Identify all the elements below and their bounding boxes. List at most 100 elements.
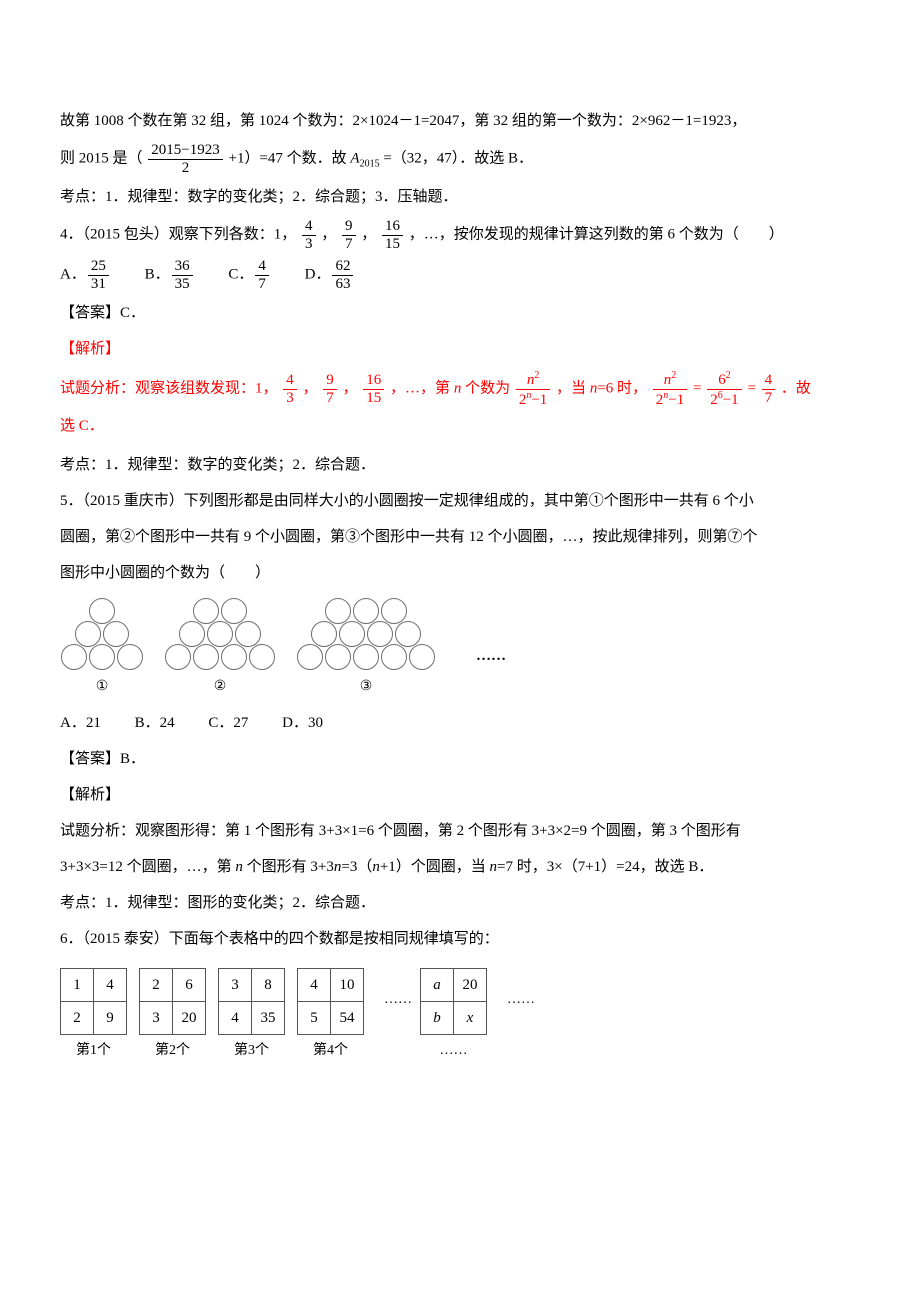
circle-icon (339, 621, 365, 647)
q4-g1b: n2 2n−1 (653, 370, 687, 408)
table-cell: 35 (252, 1001, 285, 1034)
q4-g3: 47 (762, 372, 776, 406)
table-cell: 2 (140, 968, 173, 1001)
table-cell: 8 (252, 968, 285, 1001)
table-cell: 3 (219, 968, 252, 1001)
circle-icon (367, 621, 393, 647)
table-cell: a (421, 968, 454, 1001)
circle-icon (89, 598, 115, 624)
ellipsis: …… (507, 968, 535, 1014)
mini-table-group: a20bx…… (420, 968, 487, 1065)
circle-icon (207, 621, 233, 647)
circle-icon (89, 644, 115, 670)
q4-kaodian: 考点：1．规律型：数字的变化类；2．综合题． (60, 450, 860, 480)
figure-label: ① (60, 673, 144, 701)
q4-g1: n2 2n−1 (516, 370, 550, 408)
table-label: 第1个 (60, 1037, 127, 1065)
circle-icon (249, 644, 275, 670)
q4-f1: 43 (302, 218, 316, 252)
circle-icon (235, 621, 261, 647)
table-cell: 4 (94, 968, 127, 1001)
q5-stem3: 图形中小圆圈的个数为（ ） (60, 558, 860, 588)
circle-icon (179, 621, 205, 647)
q4-ana-g: 选 C． (60, 418, 104, 434)
table-cell: 1 (61, 968, 94, 1001)
table-cell: 20 (454, 968, 487, 1001)
q4-optB: B．3635 (145, 258, 195, 292)
p1-frac-num: 2015−1923 (148, 142, 222, 160)
circle-icon (325, 644, 351, 670)
q4-optD: D．6263 (305, 258, 356, 292)
table-cell: 9 (94, 1001, 127, 1034)
q4-jiexi: 【解析】 (60, 334, 860, 364)
q5-ana1: 试题分析：观察图形得：第 1 个图形有 3+3×1=6 个圆圈，第 2 个图形有… (60, 816, 860, 846)
circle-icon (193, 644, 219, 670)
table-cell: b (421, 1001, 454, 1034)
figure-label: ③ (296, 673, 436, 701)
p1-line2: 则 2015 是（ 2015−1923 2 +1）=47 个数．故 A2015 … (60, 142, 860, 176)
mini-table-group: 1429第1个 (60, 968, 127, 1065)
table-cell: 10 (331, 968, 364, 1001)
circle-icon (353, 644, 379, 670)
q4-g2: 62 26−1 (707, 370, 741, 408)
p1-b-post: =（32，47）．故选 B． (383, 150, 533, 166)
p1-frac-den: 2 (148, 160, 222, 177)
q4-options: A．2531 B．3635 C．47 D．6263 (60, 258, 860, 292)
mini-table: 1429 (60, 968, 127, 1035)
q4-analysis: 试题分析：观察该组数发现：1， 43 ， 97 ， 1615 ，…，第 n 个数… (60, 370, 860, 444)
circle-icon (311, 621, 337, 647)
table-cell: 2 (61, 1001, 94, 1034)
circle-icon (117, 644, 143, 670)
p1-A: A (350, 150, 359, 166)
q5-stem1: 5．（2015 重庆市）下列图形都是由同样大小的小圆圈按一定规律组成的，其中第①… (60, 486, 860, 516)
table-label: 第4个 (297, 1037, 364, 1065)
q5-answer: 【答案】B． (60, 744, 860, 774)
circle-icon (193, 598, 219, 624)
q4-answer: 【答案】C． (60, 298, 860, 328)
q5-optA: A．21 (60, 708, 101, 738)
table-label: …… (420, 1037, 487, 1065)
q4-optC: C．47 (228, 258, 271, 292)
p1-b-mid: +1）=47 个数．故 (228, 150, 350, 166)
circle-icon (221, 598, 247, 624)
circle-icon (297, 644, 323, 670)
circle-icon (325, 598, 351, 624)
table-cell: 4 (298, 968, 331, 1001)
mini-table: 410554 (297, 968, 364, 1035)
circle-row (164, 644, 276, 670)
q4-stem-b: ，…，按你发现的规律计算这列数的第 6 个数为（ ） (409, 226, 784, 242)
mini-table: 38435 (218, 968, 285, 1035)
table-cell: 6 (173, 968, 206, 1001)
p1-kaodian: 考点：1．规律型：数字的变化类；2．综合题；3．压轴题． (60, 182, 860, 212)
p1-sub: 2015 (360, 158, 380, 169)
q5-kaodian: 考点：1．规律型：图形的变化类；2．综合题． (60, 888, 860, 918)
q4-stem-a: 4．（2015 包头）观察下列各数：1， (60, 226, 296, 242)
circle-group: ③ (296, 598, 436, 701)
circle-row (296, 644, 436, 670)
figure-label: ② (164, 673, 276, 701)
table-cell: 3 (140, 1001, 173, 1034)
circle-row (60, 644, 144, 670)
q5-stem2: 圆圈，第②个图形中一共有 9 个小圆圈，第③个图形中一共有 12 个小圆圈，…，… (60, 522, 860, 552)
circle-icon (165, 644, 191, 670)
table-cell: 54 (331, 1001, 364, 1034)
q4-f3: 1615 (382, 218, 403, 252)
circle-icon (103, 621, 129, 647)
q4-f2: 97 (342, 218, 356, 252)
mini-table: a20bx (420, 968, 487, 1035)
table-cell: 5 (298, 1001, 331, 1034)
circle-icon (381, 598, 407, 624)
q4-optA: A．2531 (60, 258, 111, 292)
circle-icon (409, 644, 435, 670)
q4-ana-a: 试题分析：观察该组数发现：1， (60, 380, 278, 396)
p1-frac: 2015−1923 2 (148, 142, 222, 176)
ellipsis: …… (384, 968, 412, 1014)
circle-icon (353, 598, 379, 624)
circle-group: ① (60, 598, 144, 701)
circle-icon (221, 644, 247, 670)
q4-stem: 4．（2015 包头）观察下列各数：1， 43 ， 97 ， 1615 ，…，按… (60, 218, 860, 252)
table-label: 第3个 (218, 1037, 285, 1065)
circle-icon (61, 644, 87, 670)
p1-line1: 故第 1008 个数在第 32 组，第 1024 个数为：2×1024－1=20… (60, 106, 860, 136)
q5-ana2: 3+3×3=12 个圆圈，…，第 n 个图形有 3+3n=3（n+1）个圆圈，当… (60, 852, 860, 882)
